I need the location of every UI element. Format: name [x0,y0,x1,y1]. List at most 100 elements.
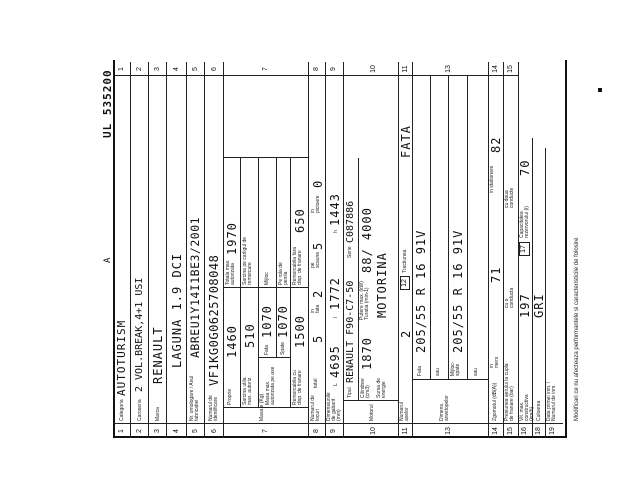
scan-mark [598,88,602,92]
payload-label: Sarcina utila max. autoriz. [242,376,253,405]
seats-total-value: 5 [311,334,325,343]
displacement-value: 1870 [360,337,374,370]
standing-label: in picioare [310,195,321,213]
braked-trailer-label: Remorcabila cu disp. de franare [292,370,303,405]
vin-value: VF1KG0G0625708048 [207,254,221,386]
width-label: l [333,316,339,318]
driving-noise-label: in mers [489,356,500,368]
stationary-noise-label: in stationare [489,165,495,193]
unbraked-trailer-label: Remorcabila fara disp. de franare [292,246,303,285]
make-value: RENAULT [151,326,165,384]
traction-label: Tractiunea [402,249,408,273]
fuel-value: MOTORINA [375,252,389,318]
brake-pressure-label: Presiunea aerului la cupla de franare (b… [504,363,515,421]
standing-value: 0 [311,179,325,188]
row-number: 9 [330,67,337,71]
row-number: 1 [118,429,125,433]
or-label: sau [473,367,479,376]
row-number: 9 [330,429,337,433]
rear-axle-label: Spate [280,341,286,355]
tyres-group-label: Dimens. anvelopelor [439,395,450,421]
power-label: Putere max. (kW) Turatia (min-1) [359,281,370,320]
length-label: L [333,383,339,386]
middle-axle-label: Mijloc [264,272,270,285]
row-number: 5 [192,67,199,71]
row-number: 14 [492,65,499,73]
row-number: 10 [370,65,377,73]
rear-axle-value: 1070 [276,305,290,338]
front-seats-label: in fata [310,304,321,313]
first-registration-label: Data primei inm. / Numarul de inm. [546,381,557,421]
length-value: 4695 [328,345,342,378]
front-seats-value: 2 [311,289,325,298]
tank-capacity-label: Capacitatea rezervorului (l) [519,206,530,238]
form-frame [113,60,567,438]
row-number: 5 [192,429,199,433]
traction-value: FATA [399,125,413,158]
row-number: 18 [535,427,542,435]
form-letter: A [103,256,113,263]
unbraked-trailer-value: 650 [293,208,307,233]
row-number: 8 [313,429,320,433]
payload-value: 510 [243,323,257,348]
axles-value: 2 [399,329,413,338]
engine-type-value: RENAULT F90-C7-50 [345,280,356,383]
row-number: 3 [154,67,161,71]
row-number: 12 [400,276,410,290]
or-label: sau [435,367,441,376]
single-line-label: cu o conducta [504,287,515,308]
seats-label: Numarul de locuri [310,395,321,421]
row-number: 2 [136,429,143,433]
tank-capacity-value: 70 [518,159,532,176]
max-speed-value: 197 [518,293,532,318]
row-number: 13 [445,65,452,73]
own-mass-value: 1460 [225,325,239,358]
dual-line-label: cu doua conducte [504,187,515,208]
rear-tyre-value: 205/55 R 16 91V [451,229,465,353]
rear-tyre-label: Mijloc-spate [450,361,461,376]
row-number: 14 [492,427,499,435]
body-label: Caroseria [137,399,143,421]
row-number: 15 [507,427,514,435]
row-number: 11 [402,65,409,73]
row-number: 11 [402,427,409,435]
make-label: Marca [155,407,161,421]
seated-value: 5 [311,241,325,250]
model-value: LAGUNA 1.9 DCI [170,252,184,368]
front-axle-label: Fata [264,344,270,355]
total-mass-label: Totala max. autorizata [225,259,236,285]
row-number: 1 [118,67,125,71]
front-tyre-value: 205/55 R 16 91V [414,229,428,353]
seats-total-label: total [313,378,319,388]
front-tyre-label: Fata [417,365,423,376]
row-number: 15 [507,65,514,73]
height-label: h [333,230,339,233]
category-label: Categoria [119,399,125,421]
registration-certificate: A UL 535200 1 Categoria AUTOTURISM 1 2 C… [100,60,600,438]
row-number: 6 [211,429,218,433]
fuel-label: Sursa de energie [376,377,387,398]
row-number: 17 [519,242,530,256]
colour-label: Culoarea [536,400,542,421]
homologation-value: ABREU1Y14I1BE3/2001 [188,216,202,358]
serial-number: UL 535200 [101,69,114,138]
row-number: 8 [313,67,320,71]
noise-label: Zgomotul (dB(A)) [492,382,498,421]
colour-value: GRI [532,293,546,318]
seated-label: pe scaune [310,251,321,268]
row-number: 6 [211,67,218,71]
roller-label: Pe rola de penila [278,262,289,285]
height-value: 1443 [328,193,342,226]
engine-group-label: Motorul [369,404,375,421]
engine-serial-label: Serie [347,246,353,258]
row-number: 19 [549,427,556,435]
homologation-label: Nr. omologare / Anul fabricatiei [189,375,200,421]
row-number: 4 [173,429,180,433]
width-value: 1772 [328,277,342,310]
own-mass-label: Proprie [227,388,233,405]
engine-type-label: Tipul [347,387,353,398]
driving-noise-value: 71 [489,266,503,283]
row-number: 13 [445,427,452,435]
axles-label: Numarul axelor [399,402,410,421]
hitch-load-label: Sarcina pe carligul de remorcare [242,236,253,285]
